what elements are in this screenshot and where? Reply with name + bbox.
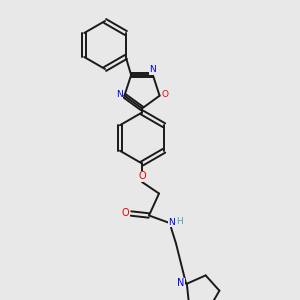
Text: O: O [162,90,169,99]
Text: O: O [122,208,129,218]
Text: H: H [177,218,183,226]
Text: O: O [138,172,146,182]
Text: N: N [168,218,175,227]
Text: N: N [177,278,184,288]
Text: N: N [149,65,156,74]
Text: N: N [116,90,123,99]
